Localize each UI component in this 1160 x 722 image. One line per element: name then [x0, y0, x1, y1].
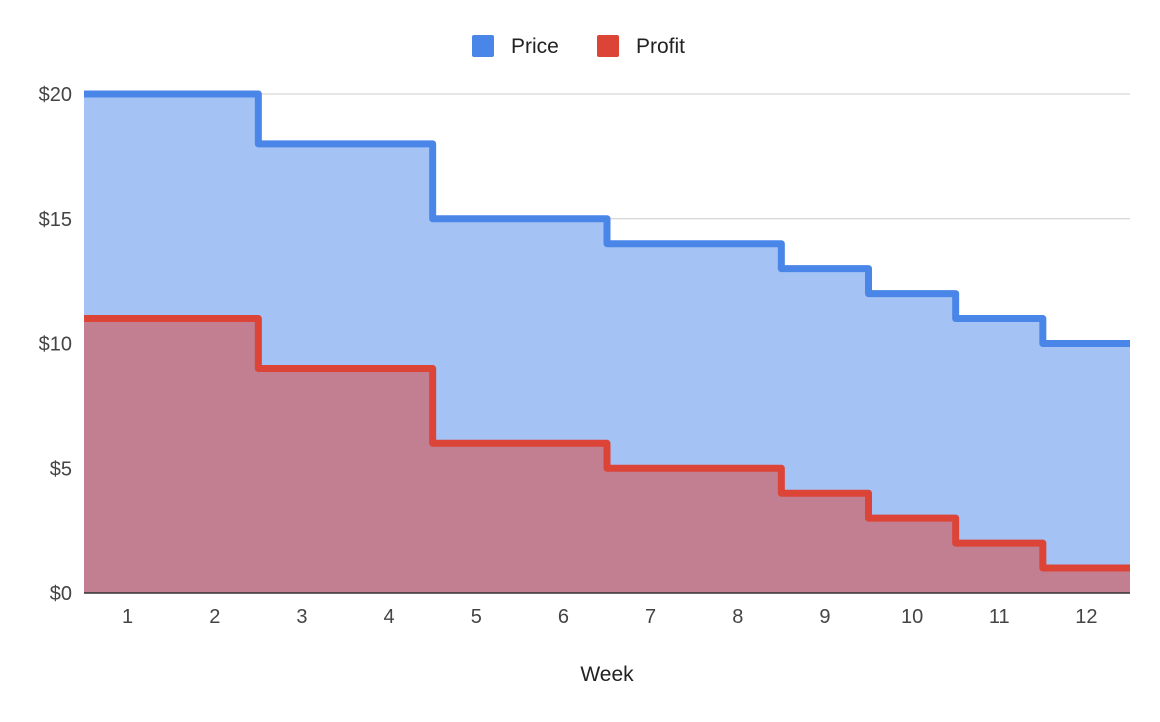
- legend-swatch-profit: [597, 35, 619, 57]
- y-tick-label: $15: [39, 209, 72, 231]
- line-profit: [84, 315, 1130, 572]
- x-tick-label: 3: [296, 606, 307, 628]
- legend: Price Profit: [472, 35, 685, 58]
- x-tick-label: 6: [558, 606, 569, 628]
- x-tick-label: 11: [989, 606, 1010, 628]
- y-axis-ticks: $0 $5 $10 $15 $20: [39, 84, 72, 605]
- x-tick-label: 1: [122, 606, 133, 628]
- legend-label-price: Price: [511, 35, 559, 58]
- legend-swatch-price: [472, 35, 494, 57]
- x-axis-ticks: 1 2 3 4 5 6 7 8 9 10 11 12: [122, 606, 1098, 628]
- y-tick-label: $20: [39, 84, 72, 106]
- y-tick-label: $0: [50, 583, 72, 605]
- x-tick-label: 9: [819, 606, 830, 628]
- x-tick-label: 7: [645, 606, 656, 628]
- x-tick-label: 10: [901, 606, 923, 628]
- x-axis-title: Week: [580, 663, 634, 686]
- x-tick-label: 4: [384, 606, 395, 628]
- area-fills: [84, 94, 1130, 593]
- line-price: [84, 90, 1130, 347]
- legend-label-profit: Profit: [636, 35, 685, 58]
- x-tick-label: 12: [1075, 606, 1097, 628]
- x-tick-label: 2: [209, 606, 220, 628]
- y-tick-label: $5: [50, 458, 72, 480]
- series-lines: [84, 90, 1130, 572]
- x-tick-label: 5: [471, 606, 482, 628]
- x-tick-label: 8: [732, 606, 743, 628]
- y-tick-label: $10: [39, 334, 72, 356]
